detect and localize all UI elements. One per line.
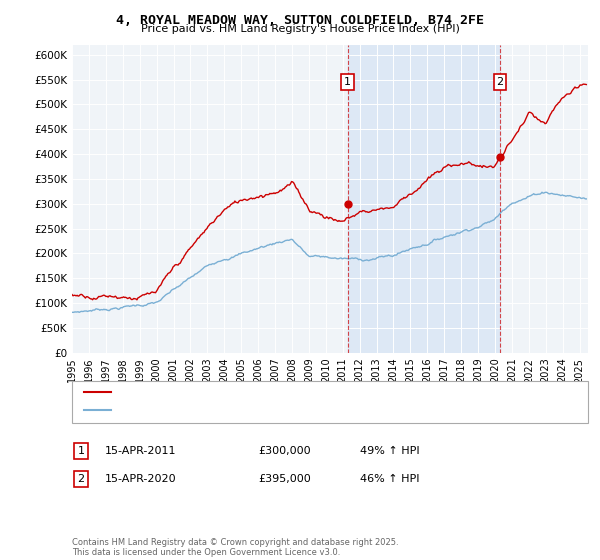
Text: 1: 1: [77, 446, 85, 456]
Bar: [348, 45, 500, 353]
Text: £395,000: £395,000: [258, 474, 311, 484]
Text: 2: 2: [496, 77, 503, 87]
Text: 4, ROYAL MEADOW WAY, SUTTON COLDFIELD, B74 2FE: 4, ROYAL MEADOW WAY, SUTTON COLDFIELD, B…: [116, 14, 484, 27]
Text: 15-APR-2011: 15-APR-2011: [105, 446, 176, 456]
Text: 4, ROYAL MEADOW WAY, SUTTON COLDFIELD, B74 2FE (detached house): 4, ROYAL MEADOW WAY, SUTTON COLDFIELD, B…: [117, 387, 474, 397]
Text: 2: 2: [77, 474, 85, 484]
Text: £300,000: £300,000: [258, 446, 311, 456]
Text: 15-APR-2020: 15-APR-2020: [105, 474, 176, 484]
Text: Contains HM Land Registry data © Crown copyright and database right 2025.
This d: Contains HM Land Registry data © Crown c…: [72, 538, 398, 557]
Text: 46% ↑ HPI: 46% ↑ HPI: [360, 474, 419, 484]
Text: Price paid vs. HM Land Registry's House Price Index (HPI): Price paid vs. HM Land Registry's House …: [140, 24, 460, 34]
Text: 49% ↑ HPI: 49% ↑ HPI: [360, 446, 419, 456]
Text: 1: 1: [344, 77, 351, 87]
Text: HPI: Average price, detached house, Walsall: HPI: Average price, detached house, Wals…: [117, 405, 332, 416]
